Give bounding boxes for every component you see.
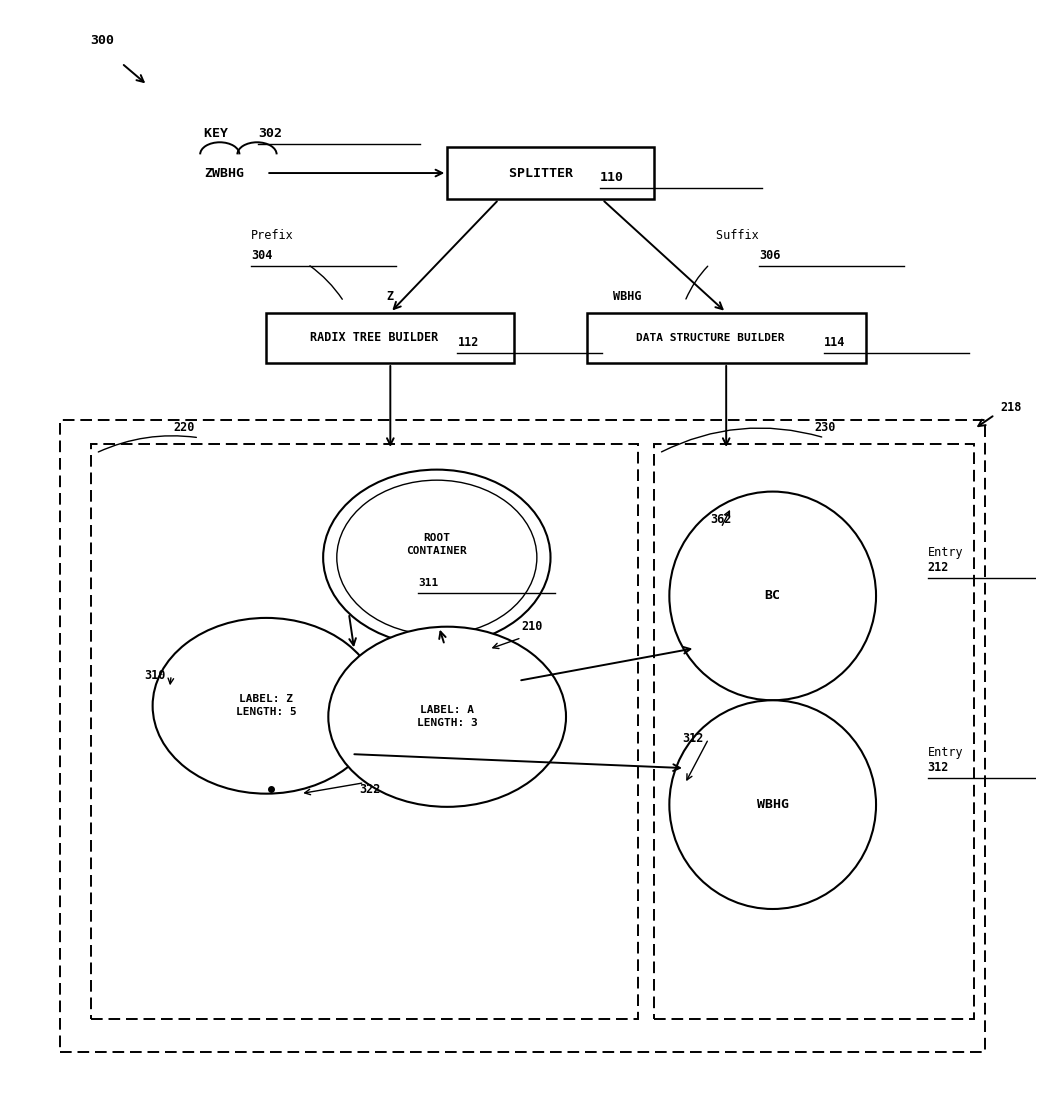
Text: LABEL: A
LENGTH: 3: LABEL: A LENGTH: 3 bbox=[417, 705, 478, 729]
Text: 362: 362 bbox=[711, 512, 732, 526]
Bar bbox=[90, 444, 638, 1019]
Text: BC: BC bbox=[765, 590, 780, 603]
Text: 306: 306 bbox=[760, 250, 780, 262]
Text: WBHG: WBHG bbox=[756, 798, 789, 811]
Text: Entry: Entry bbox=[928, 545, 963, 559]
Text: Prefix: Prefix bbox=[250, 230, 294, 242]
Text: 114: 114 bbox=[824, 336, 846, 349]
Text: Suffix: Suffix bbox=[716, 230, 766, 242]
Bar bbox=[587, 312, 865, 363]
Bar bbox=[447, 147, 654, 200]
Ellipse shape bbox=[323, 469, 551, 646]
Text: RADIX TREE BUILDER: RADIX TREE BUILDER bbox=[311, 331, 446, 344]
Ellipse shape bbox=[328, 627, 566, 807]
Text: 220: 220 bbox=[174, 422, 194, 435]
Text: 110: 110 bbox=[601, 171, 624, 184]
Text: 312: 312 bbox=[682, 732, 703, 745]
Ellipse shape bbox=[337, 480, 537, 635]
Bar bbox=[654, 444, 975, 1019]
Ellipse shape bbox=[669, 491, 876, 700]
Text: 302: 302 bbox=[258, 127, 282, 140]
Bar bbox=[59, 421, 985, 1052]
Text: 310: 310 bbox=[144, 669, 166, 681]
Text: WBHG: WBHG bbox=[613, 289, 641, 302]
Bar bbox=[266, 312, 514, 363]
Text: 230: 230 bbox=[814, 422, 835, 435]
Text: Entry: Entry bbox=[928, 745, 963, 758]
Text: 300: 300 bbox=[90, 34, 114, 46]
Ellipse shape bbox=[153, 618, 380, 794]
Text: 322: 322 bbox=[359, 783, 380, 796]
Text: SPLITTER: SPLITTER bbox=[509, 167, 582, 180]
Text: 304: 304 bbox=[250, 250, 272, 262]
Text: LABEL: Z
LENGTH: 5: LABEL: Z LENGTH: 5 bbox=[236, 694, 297, 718]
Text: 218: 218 bbox=[1001, 401, 1021, 414]
Text: 212: 212 bbox=[928, 561, 949, 574]
Text: KEY: KEY bbox=[205, 127, 236, 140]
Text: 311: 311 bbox=[419, 578, 438, 588]
Text: Z: Z bbox=[387, 289, 394, 302]
Text: ZWBHG: ZWBHG bbox=[205, 167, 244, 180]
Text: ROOT
CONTAINER: ROOT CONTAINER bbox=[406, 533, 468, 555]
Text: DATA STRUCTURE BUILDER: DATA STRUCTURE BUILDER bbox=[636, 332, 792, 343]
Ellipse shape bbox=[669, 700, 876, 909]
Text: 112: 112 bbox=[457, 336, 479, 349]
Text: 210: 210 bbox=[522, 620, 543, 634]
Text: 312: 312 bbox=[928, 761, 949, 774]
